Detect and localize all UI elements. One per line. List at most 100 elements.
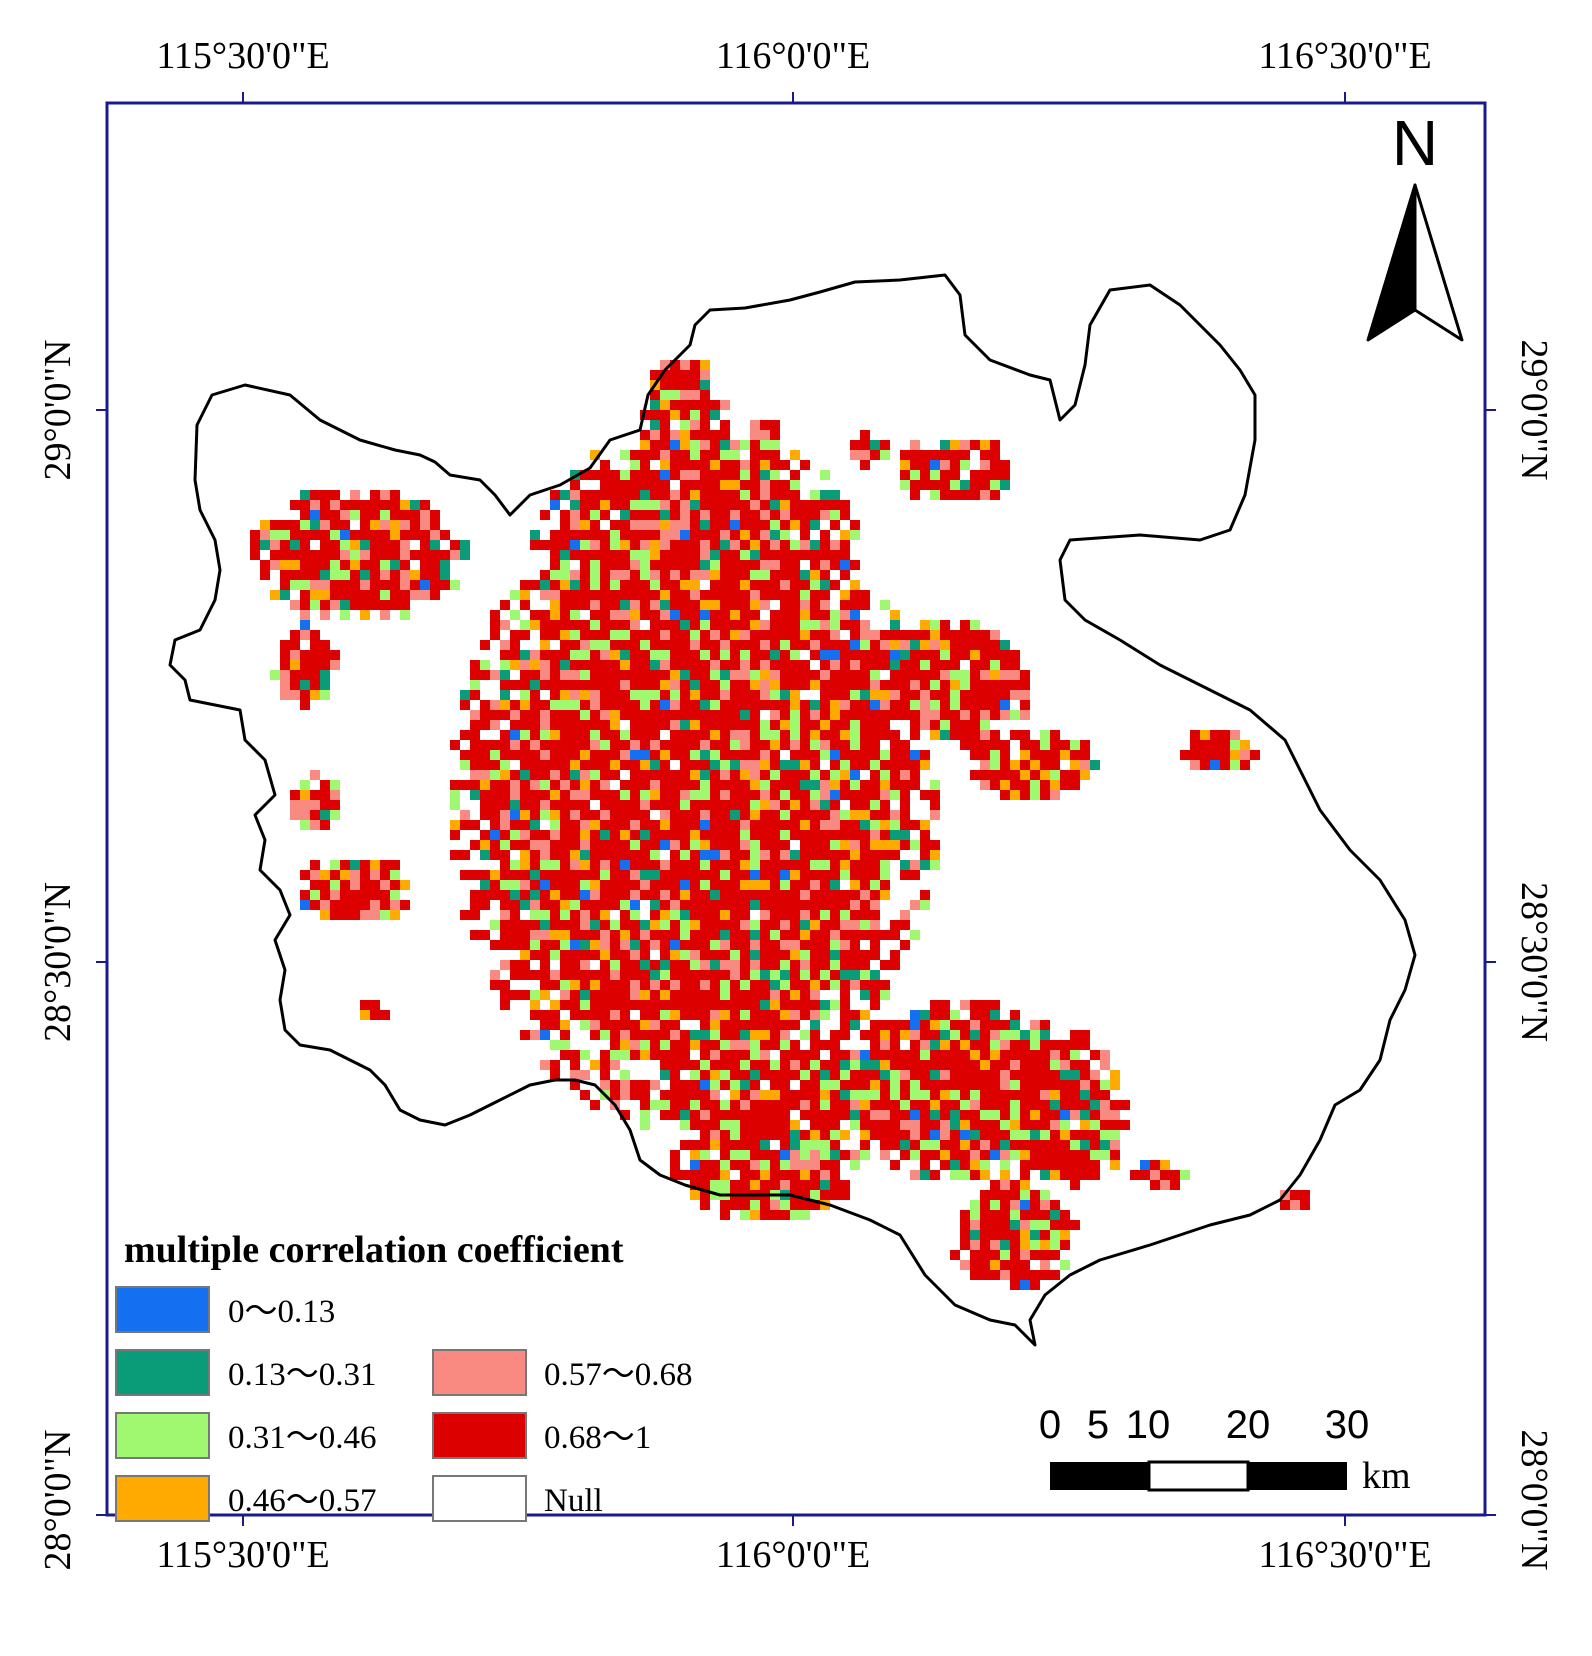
raster-cell-2868: [760, 1030, 770, 1040]
raster-cell-754: [670, 600, 680, 610]
raster-cell-2867: [750, 1030, 760, 1040]
raster-cell-536: [290, 560, 300, 570]
raster-cell-2884: [950, 1030, 960, 1040]
raster-cell-3237: [1090, 1100, 1100, 1110]
raster-cell-1965: [840, 820, 850, 830]
raster-cell-102: [790, 450, 800, 460]
raster-cell-606: [620, 570, 630, 580]
raster-cell-3013: [820, 1060, 830, 1070]
raster-cell-1708: [1060, 770, 1070, 780]
raster-cell-1449: [890, 730, 900, 740]
raster-cell-1662: [530, 770, 540, 780]
raster-cell-2481: [730, 930, 740, 940]
raster-cell-357: [580, 520, 590, 530]
raster-cell-1607: [600, 760, 610, 770]
raster-cell-2581: [600, 960, 610, 970]
raster-cell-957: [980, 640, 990, 650]
raster-cell-1718: [490, 780, 500, 790]
raster-cell-1272: [680, 700, 690, 710]
raster-cell-592: [390, 570, 400, 580]
raster-cell-1363: [490, 720, 500, 730]
raster-cell-331: [780, 510, 790, 520]
raster-cell-1018: [290, 660, 300, 670]
raster-cell-2359: [790, 900, 800, 910]
raster-cell-1762: [990, 780, 1000, 790]
raster-cell-902: [950, 630, 960, 640]
raster-cell-1654: [1240, 760, 1250, 770]
raster-cell-1836: [490, 800, 500, 810]
raster-cell-1364: [510, 720, 520, 730]
raster-cell-2329: [470, 900, 480, 910]
raster-cell-70: [730, 440, 740, 450]
raster-cell-1300: [960, 700, 970, 710]
raster-cell-972: [560, 650, 570, 660]
raster-cell-3619: [1060, 1210, 1070, 1220]
raster-cell-1309: [500, 710, 510, 720]
raster-cell-3525: [1170, 1170, 1180, 1180]
raster-cell-2677: [810, 980, 820, 990]
raster-cell-1952: [710, 820, 720, 830]
raster-cell-3142: [610, 1090, 620, 1100]
raster-cell-1620: [740, 760, 750, 770]
raster-cell-2659: [630, 980, 640, 990]
raster-cell-2950: [660, 1050, 670, 1060]
raster-cell-2203: [790, 870, 800, 880]
raster-cell-2292: [640, 890, 650, 900]
raster-cell-1798: [680, 790, 690, 800]
raster-cell-1393: [810, 720, 820, 730]
raster-cell-1988: [610, 830, 620, 840]
raster-cell-2801: [980, 1010, 990, 1020]
raster-cell-1843: [560, 800, 570, 810]
raster-cell-439: [340, 540, 350, 550]
raster-cell-569: [740, 560, 750, 570]
raster-cell-678: [270, 590, 280, 600]
raster-cell-1045: [700, 660, 710, 670]
raster-cell-2818: [710, 1020, 720, 1030]
raster-cell-2957: [740, 1050, 750, 1060]
raster-cell-2122: [550, 860, 560, 870]
raster-cell-15: [690, 380, 700, 390]
raster-cell-1292: [880, 700, 890, 710]
raster-cell-3159: [800, 1090, 810, 1100]
raster-cell-1959: [780, 820, 790, 830]
raster-cell-3408: [1080, 1140, 1090, 1150]
raster-cell-3124: [960, 1080, 970, 1090]
raster-cell-3491: [680, 1170, 690, 1180]
raster-cell-355: [560, 520, 570, 530]
raster-cell-3520: [1090, 1170, 1100, 1180]
raster-cell-2281: [530, 890, 540, 900]
raster-cell-2797: [930, 1010, 940, 1020]
raster-cell-106: [880, 450, 890, 460]
raster-cell-3404: [1040, 1140, 1050, 1150]
raster-cell-1529: [460, 750, 470, 760]
raster-cell-731: [320, 600, 330, 610]
raster-cell-2697: [630, 990, 640, 1000]
raster-cell-2215: [310, 880, 320, 890]
raster-cell-2493: [850, 930, 860, 940]
raster-cell-2188: [640, 870, 650, 880]
raster-cell-3255: [780, 1110, 790, 1120]
raster-cell-1499: [780, 740, 790, 750]
raster-cell-3162: [830, 1090, 840, 1100]
raster-cell-2108: [930, 850, 940, 860]
raster-cell-43: [700, 420, 710, 430]
raster-cell-1134: [1020, 670, 1030, 680]
raster-cell-2734: [650, 1000, 660, 1010]
raster-cell-1903: [700, 810, 710, 820]
raster-cell-1357: [990, 710, 1000, 720]
raster-cell-2654: [580, 980, 590, 990]
raster-cell-805: [790, 610, 800, 620]
raster-cell-3362: [1020, 1130, 1030, 1140]
raster-cell-1813: [830, 790, 840, 800]
raster-cell-2969: [880, 1050, 890, 1060]
raster-cell-1210: [610, 690, 620, 700]
raster-cell-1888: [540, 810, 550, 820]
raster-cell-2245: [680, 880, 690, 890]
raster-cell-486: [300, 550, 310, 560]
raster-cell-1963: [820, 820, 830, 830]
raster-cell-1803: [730, 790, 740, 800]
raster-cell-3423: [800, 1150, 810, 1160]
raster-cell-2469: [610, 930, 620, 940]
raster-cell-2638: [780, 970, 790, 980]
raster-cell-169: [920, 470, 930, 480]
